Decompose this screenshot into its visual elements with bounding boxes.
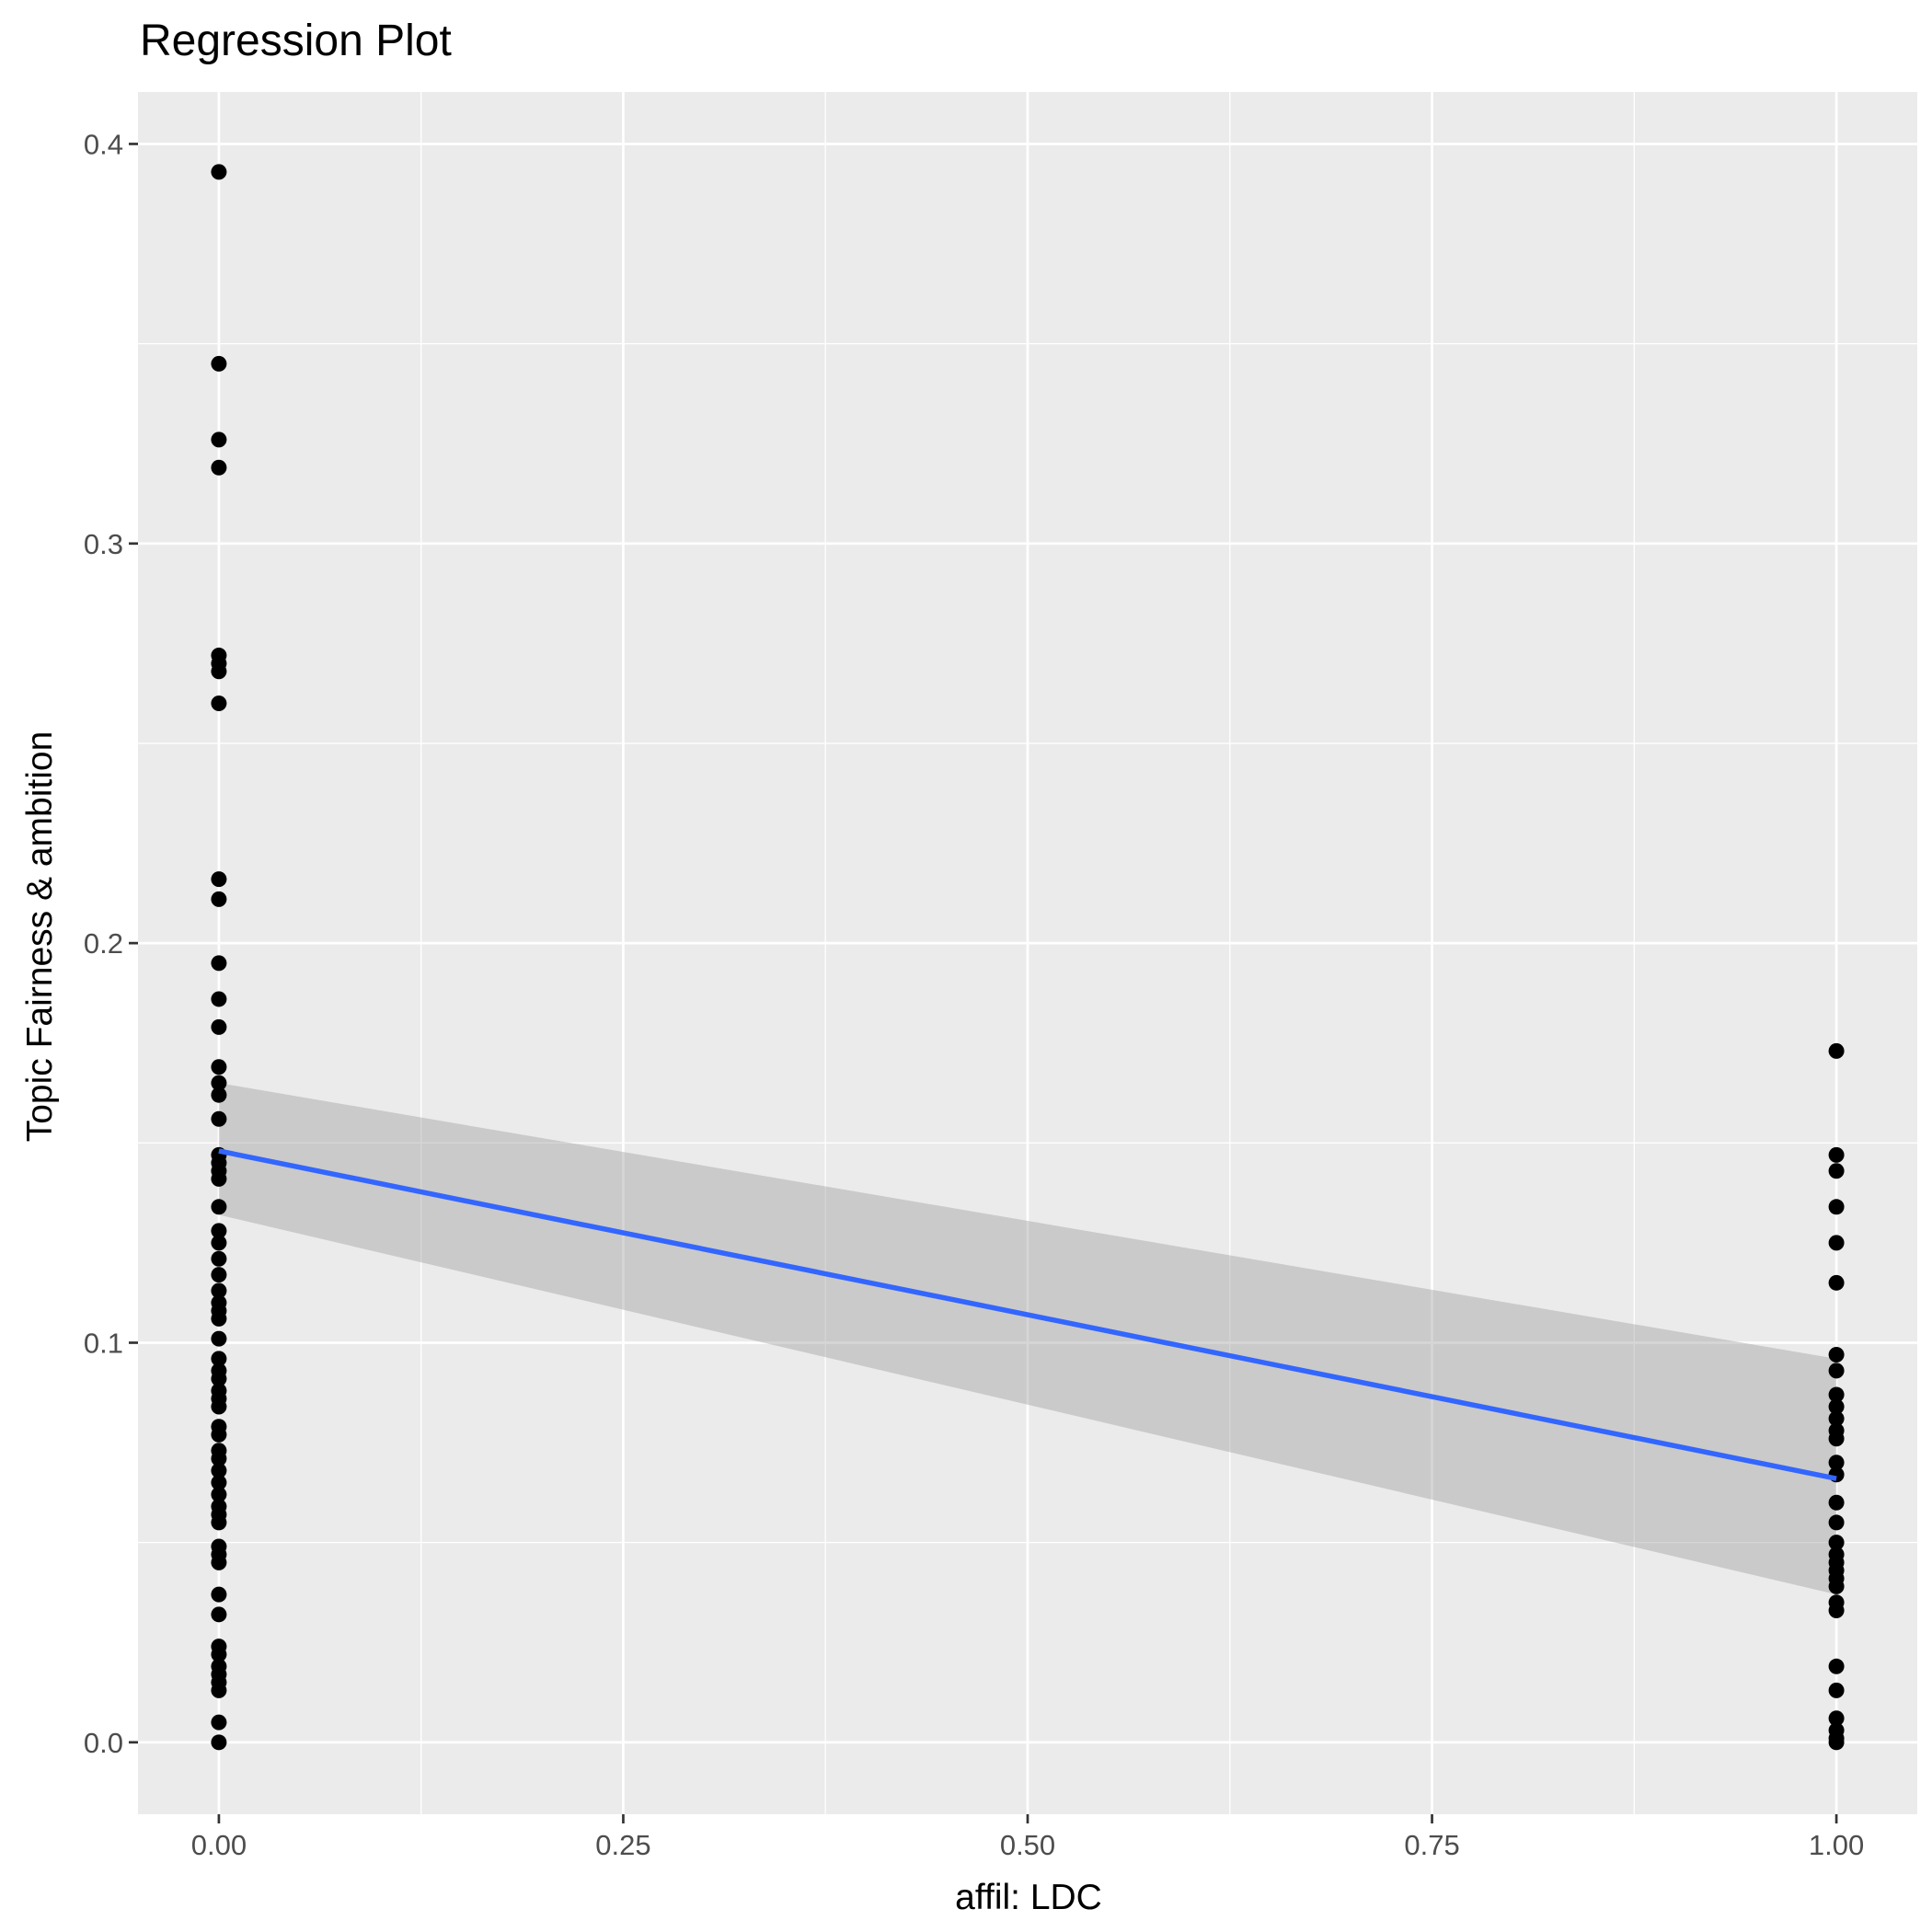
data-point: [211, 1450, 227, 1466]
data-points: [211, 164, 1845, 1751]
data-point: [211, 696, 227, 712]
data-point: [211, 1199, 227, 1215]
data-point: [211, 1330, 227, 1347]
data-point: [211, 991, 227, 1007]
data-point: [211, 1110, 227, 1127]
data-point: [211, 1223, 227, 1239]
data-point: [1828, 1602, 1845, 1618]
confidence-band: [218, 1083, 1837, 1595]
data-point: [211, 1170, 227, 1187]
data-point: [211, 1734, 227, 1751]
data-point: [1828, 1535, 1845, 1551]
y-tick-label: 0.4: [84, 128, 123, 160]
data-point: [211, 355, 227, 372]
data-point: [1828, 1455, 1845, 1471]
data-point: [211, 1310, 227, 1327]
data-point: [1828, 1514, 1845, 1531]
data-point: [211, 1682, 227, 1698]
data-point: [211, 1426, 227, 1443]
data-point: [1828, 1274, 1845, 1291]
data-point: [211, 663, 227, 680]
data-point: [1828, 1494, 1845, 1511]
x-tick-label: 0.75: [1404, 1829, 1459, 1861]
data-point: [1828, 1146, 1845, 1163]
x-tick-label: 1.00: [1809, 1829, 1864, 1861]
data-point: [211, 1250, 227, 1267]
data-point: [1828, 1658, 1845, 1674]
data-point: [211, 1462, 227, 1478]
data-point: [211, 1351, 227, 1367]
data-point: [1828, 1042, 1845, 1059]
data-point: [1828, 1466, 1845, 1483]
data-point: [1828, 1710, 1845, 1727]
data-point: [1828, 1235, 1845, 1251]
data-point: [1828, 1431, 1845, 1447]
data-point: [211, 1059, 227, 1075]
data-point: [211, 1606, 227, 1623]
y-axis-title: Topic Fairness & ambition: [20, 731, 60, 1143]
data-point: [1828, 1682, 1845, 1698]
data-point: [211, 1235, 227, 1251]
y-tick-label: 0.0: [84, 1727, 123, 1759]
data-point: [1828, 1363, 1845, 1379]
y-tick-label: 0.3: [84, 528, 123, 560]
data-point: [1828, 1199, 1845, 1215]
regression-line: [218, 1148, 1837, 1481]
data-point: [211, 1554, 227, 1570]
data-point: [211, 955, 227, 972]
data-point: [1828, 1734, 1845, 1751]
data-point: [211, 1018, 227, 1035]
y-axis: 0.0 0.1 0.2 0.3 0.4: [84, 128, 138, 1759]
data-point: [1828, 1163, 1845, 1179]
x-axis: 0.00 0.25 0.50 0.75 1.00: [191, 1814, 1864, 1861]
data-point: [211, 891, 227, 907]
data-point: [211, 431, 227, 448]
x-tick-label: 0.50: [1000, 1829, 1055, 1861]
data-point: [211, 1075, 227, 1091]
y-tick-label: 0.2: [84, 927, 123, 960]
data-point: [211, 1371, 227, 1387]
data-point: [211, 459, 227, 476]
data-point: [211, 1514, 227, 1531]
data-point: [1828, 1410, 1845, 1427]
data-point: [211, 1487, 227, 1503]
data-point: [1828, 1386, 1845, 1403]
x-axis-title: affil: LDC: [955, 1878, 1102, 1917]
data-point: [211, 1267, 227, 1283]
data-point: [211, 871, 227, 888]
data-point: [211, 1282, 227, 1299]
data-point: [211, 1474, 227, 1490]
data-point: [211, 164, 227, 180]
x-tick-label: 0.25: [595, 1829, 650, 1861]
data-point: [211, 1398, 227, 1415]
data-point: [211, 1586, 227, 1603]
data-point: [211, 1714, 227, 1731]
chart-title: Regression Plot: [140, 17, 452, 65]
data-point: [1828, 1398, 1845, 1415]
major-gridlines: [138, 92, 1917, 1814]
y-tick-label: 0.1: [84, 1327, 123, 1359]
data-point: [211, 1646, 227, 1662]
x-tick-label: 0.00: [191, 1829, 247, 1861]
data-point: [1828, 1347, 1845, 1363]
data-point: [1828, 1578, 1845, 1594]
data-point: [211, 1087, 227, 1103]
